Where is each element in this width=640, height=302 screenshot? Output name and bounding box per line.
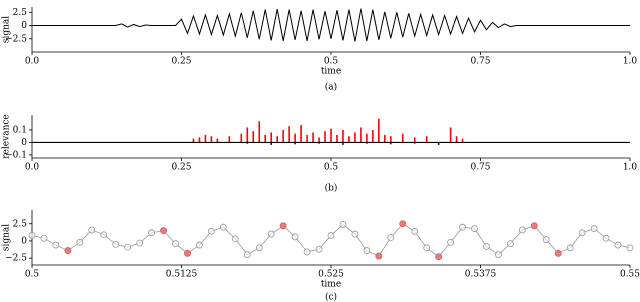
sample-point	[590, 225, 598, 232]
sample-point	[554, 249, 562, 257]
sample-point	[28, 232, 36, 239]
x-tick-label: 1.0	[623, 57, 638, 67]
sample-point	[88, 226, 96, 234]
y-tick-label: −0.1	[5, 150, 27, 160]
sample-point	[447, 238, 455, 246]
y-axis-label: relevance	[2, 114, 12, 158]
x-tick-label: 0.5125	[166, 270, 198, 280]
y-tick-label: 0.1	[13, 125, 27, 135]
x-axis-label: time	[321, 280, 341, 290]
y-tick-label: −2.5	[5, 254, 27, 264]
sample-point	[351, 230, 359, 238]
sample-point	[518, 226, 526, 234]
x-tick-label: 0.5	[25, 270, 40, 280]
x-tick-label: 0.0	[25, 163, 40, 173]
sample-point	[471, 225, 478, 232]
sample-point	[184, 249, 191, 257]
sample-point	[399, 220, 407, 228]
sample-point	[375, 252, 383, 260]
sample-point	[387, 234, 395, 241]
x-tick-label: 1.0	[623, 163, 638, 173]
sample-point	[148, 229, 156, 237]
sample-point	[459, 223, 466, 231]
caption: (a)	[325, 82, 337, 93]
sample-point	[267, 230, 275, 238]
sample-point	[136, 239, 144, 247]
sample-point	[112, 240, 120, 248]
sample-point	[542, 236, 550, 243]
sample-point	[435, 253, 443, 261]
sample-point	[327, 232, 335, 239]
x-tick-label: 0.75	[470, 163, 490, 173]
sample-point	[566, 244, 574, 252]
sample-point	[423, 244, 431, 252]
sample-point	[530, 222, 538, 230]
sample-point	[64, 247, 72, 254]
sample-point	[255, 244, 263, 252]
y-tick-label: 0	[21, 138, 27, 148]
caption: (c)	[325, 292, 337, 302]
sample-point	[219, 223, 227, 231]
signal-line	[31, 223, 631, 258]
sample-point	[495, 251, 502, 259]
y-axis-label: signal	[2, 224, 12, 251]
sample-point	[279, 222, 287, 230]
sample-point	[100, 231, 108, 239]
sample-point	[196, 241, 203, 249]
y-axis-label: signal	[2, 16, 12, 43]
sample-point	[243, 251, 251, 259]
x-tick-label: 0.5	[324, 163, 339, 173]
sample-point	[40, 234, 48, 242]
sample-point	[483, 243, 490, 250]
sample-point	[124, 243, 132, 251]
x-tick-label: 0.525	[318, 270, 344, 280]
sample-point	[411, 227, 419, 235]
y-tick-label: 2.5	[13, 8, 28, 18]
sample-point	[303, 248, 311, 256]
sample-point	[231, 235, 239, 243]
sample-point	[578, 229, 586, 237]
x-tick-label: 0.5	[324, 57, 339, 67]
sample-point	[315, 245, 323, 253]
sample-point	[172, 240, 179, 248]
sample-point	[291, 233, 299, 241]
y-tick-label: 0	[21, 21, 27, 31]
y-tick-label: 2.5	[13, 219, 28, 229]
y-tick-label: 0	[21, 236, 27, 246]
sample-point	[506, 240, 514, 248]
x-tick-label: 0.75	[470, 57, 490, 67]
x-tick-label: 0.25	[171, 57, 191, 67]
signal-line	[32, 8, 630, 42]
y-tick-label: −2.5	[5, 34, 27, 44]
sample-point	[339, 221, 347, 228]
sample-point	[602, 234, 610, 242]
x-tick-label: 0.25	[171, 163, 191, 173]
sample-point	[160, 227, 167, 235]
caption: (b)	[325, 183, 338, 194]
sample-point	[76, 238, 84, 246]
sample-point	[207, 227, 215, 235]
x-tick-label: 0.0	[25, 57, 40, 67]
x-tick-label: 0.55	[620, 270, 640, 280]
sample-point	[52, 241, 60, 249]
x-axis-label: time	[321, 67, 341, 77]
sample-point	[363, 247, 371, 254]
sample-point	[614, 241, 622, 249]
x-tick-label: 0.5375	[465, 270, 497, 280]
sample-point	[626, 244, 634, 252]
